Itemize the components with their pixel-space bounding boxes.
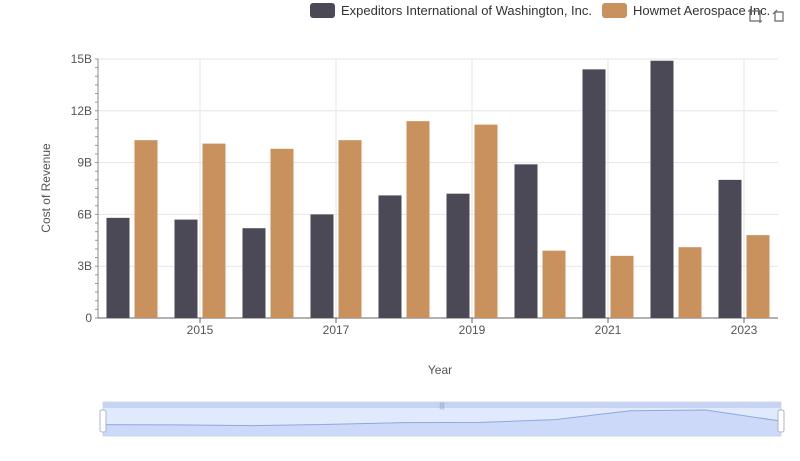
- y-tick-label: 3B: [77, 259, 92, 273]
- y-tick-label: 6B: [77, 207, 92, 221]
- legend-label-howmet: Howmet Aerospace Inc.: [633, 3, 771, 18]
- bar-expeditors: [242, 228, 266, 318]
- bar-expeditors: [514, 164, 538, 318]
- y-tick-label: 12B: [71, 104, 92, 118]
- legend-item-expeditors[interactable]: Expeditors International of Washington, …: [310, 3, 592, 18]
- bar-expeditors: [378, 195, 402, 318]
- zoom-slider-move-bar[interactable]: [103, 402, 781, 408]
- zoom-slider-grip: |||: [439, 403, 445, 410]
- bar-expeditors: [106, 217, 130, 318]
- bar-howmet: [678, 247, 702, 318]
- bar-howmet: [474, 124, 498, 318]
- bar-howmet: [610, 255, 634, 318]
- x-tick-label: 2017: [323, 323, 350, 337]
- legend-item-howmet[interactable]: Howmet Aerospace Inc.: [602, 3, 770, 18]
- bar-howmet: [134, 140, 158, 318]
- bar-howmet: [338, 140, 362, 318]
- bar-howmet: [270, 148, 294, 318]
- zoom-icon[interactable]: [747, 8, 763, 24]
- bar-expeditors: [174, 219, 198, 318]
- bar-howmet: [406, 121, 430, 318]
- bar-expeditors: [650, 60, 674, 319]
- zoom-slider-preview-area: [103, 410, 781, 436]
- restore-icon[interactable]: [771, 8, 787, 24]
- chart-toolbox: [747, 8, 787, 24]
- bar-expeditors: [718, 179, 742, 318]
- y-tick-label: 15B: [71, 52, 92, 66]
- y-axis-title: Cost of Revenue: [39, 143, 53, 233]
- chart-legend: Expeditors International of Washington, …: [310, 3, 770, 18]
- x-tick-label: 2021: [595, 323, 622, 337]
- zoom-slider-preview-line: [102, 409, 782, 427]
- x-tick-label: 2019: [459, 323, 486, 337]
- legend-swatch-howmet: [602, 3, 627, 18]
- bar-howmet: [202, 143, 226, 318]
- bar-expeditors: [310, 214, 334, 318]
- bar-howmet: [746, 235, 770, 318]
- y-tick-label: 0: [85, 311, 92, 325]
- bar-howmet: [542, 250, 566, 318]
- bar-expeditors: [446, 193, 470, 318]
- x-axis-title: Year: [428, 363, 452, 377]
- legend-label-expeditors: Expeditors International of Washington, …: [341, 3, 592, 18]
- zoom-slider-handle-right[interactable]: [777, 409, 785, 433]
- x-tick-label: 2015: [187, 323, 214, 337]
- x-tick-label: 2023: [731, 323, 758, 337]
- legend-swatch-expeditors: [310, 3, 335, 18]
- y-tick-label: 9B: [77, 156, 92, 170]
- zoom-slider-handle-left[interactable]: [99, 409, 107, 433]
- bar-expeditors: [582, 69, 606, 318]
